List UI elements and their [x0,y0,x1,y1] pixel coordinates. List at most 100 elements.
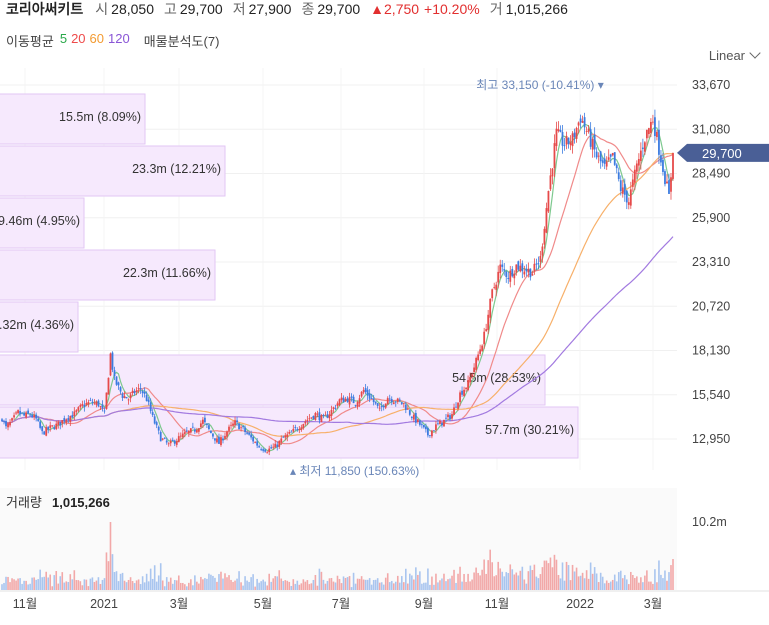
candle-body [573,132,576,138]
volume-bar [184,584,186,590]
volume-bar [623,575,626,590]
candle-body [204,417,206,423]
volume-bar [638,582,640,590]
candle-body [224,435,226,439]
volume-bar [346,577,349,590]
volume-bar [573,571,576,590]
volume-bar [656,582,658,590]
candle-body [282,436,285,438]
volume-bar [304,581,307,590]
volume-bar [202,579,204,590]
volume-bar [453,569,455,590]
volume-bar [344,577,347,590]
volume-profile-bar [0,249,216,301]
candle-body [212,433,214,437]
moving-average-label[interactable]: 이동평균 [6,34,54,49]
candle-body [39,421,42,428]
volume-bar [61,572,64,590]
volume-bar [537,578,540,590]
candle-body [326,414,329,418]
volume-bar [276,576,279,590]
candle-body [210,430,212,434]
candle-body [127,399,130,401]
volume-bar [109,522,112,590]
candle-body [183,432,186,434]
candle-body [195,429,198,433]
candle-body [390,399,393,403]
volume-bar [308,584,311,590]
volume-bar [31,577,33,590]
volume-profile-label[interactable]: 매물분석도(7) [143,34,220,49]
candle-body [49,425,52,428]
candle-body [9,421,11,426]
candle-body [457,402,459,409]
candle-body [137,387,140,389]
price-tick-label: 33,670 [692,78,730,92]
volume-bar [511,569,514,590]
candle-body [338,399,341,406]
volume-bar [642,582,644,590]
high-label: 고 [164,1,177,17]
volume-bar [196,581,198,590]
volume-bar [386,573,389,590]
volume-bar [539,574,542,590]
candle-body [643,142,646,152]
scale-mode-dropdown[interactable]: Linear [709,47,761,63]
candle-body [617,172,620,180]
candle-body [67,418,70,420]
volume-bar [609,581,612,590]
open-label: 시 [95,1,109,17]
volume-bar [252,574,254,590]
volume-bar [43,576,45,590]
volume-bar [415,567,417,590]
candle-body [344,398,347,401]
volume-bar [579,575,582,590]
candle-body [501,264,504,267]
candle-body [527,268,530,273]
candle-body [336,403,339,406]
candle-body [77,407,80,411]
volume-profile-bar [0,301,79,353]
volume-bar [640,577,642,590]
candle-body [583,117,586,128]
volume-panel-label: 거래량 [6,495,42,510]
candle-body [543,228,546,245]
candle-body [378,407,381,409]
candle-body [350,396,353,398]
candle-body [577,122,580,126]
volume-bar [262,579,264,590]
candle-body [302,424,305,429]
candle-body [591,138,594,150]
time-tick-label: 9월 [415,597,433,611]
volume-bar [19,578,21,590]
volume-bar [266,585,268,590]
volume-bar [101,579,104,590]
candle-body [641,147,644,150]
volume-bar [5,576,7,590]
candle-body [181,433,184,438]
candle-body [623,183,626,195]
candle-body [149,402,152,412]
volume-bar [282,581,285,590]
volume-bar [246,580,248,590]
volume-bar [194,575,196,590]
volume-bar [63,582,66,590]
volume-bar [507,573,510,590]
volume-bar [186,586,188,590]
candle-body [535,263,538,265]
volume-bar [549,557,552,590]
candle-body [242,426,244,428]
candle-body [163,437,166,439]
volume-bar [157,575,160,590]
volume-bar [326,580,329,590]
candle-body [429,435,431,436]
volume-bar [143,582,146,590]
volume-bar [131,581,134,590]
candle-body [662,159,664,172]
volume-profile-bar [0,145,226,197]
candle-body [374,401,377,404]
candle-body [23,413,25,416]
volume-bar [376,578,379,590]
candle-body [517,261,520,270]
